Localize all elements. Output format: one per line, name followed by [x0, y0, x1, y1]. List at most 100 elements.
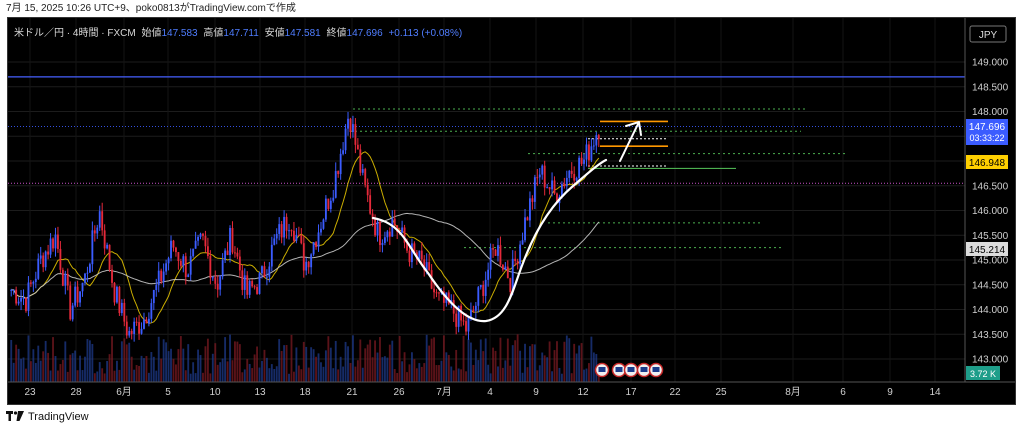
candle-body — [546, 187, 549, 189]
volume-bar — [265, 357, 268, 382]
candle-body — [359, 149, 362, 173]
ma-level-tag: 145.214 — [966, 242, 1008, 256]
volume-bar — [103, 373, 106, 382]
volume-bar — [275, 366, 278, 382]
time-tick-label: 5 — [165, 387, 171, 398]
volume-bar — [386, 357, 389, 382]
candle-body — [492, 248, 494, 250]
candle-body — [189, 256, 192, 275]
volume-bar — [538, 365, 541, 382]
candle-body — [20, 297, 22, 302]
candle-body — [27, 282, 30, 311]
volume-bar — [588, 363, 590, 382]
volume-bar — [61, 359, 64, 382]
candle-body — [224, 250, 227, 261]
time-tick-label: 6 — [840, 387, 846, 398]
volume-bar — [484, 338, 487, 382]
candle-body — [585, 144, 588, 160]
candle-body — [236, 252, 239, 257]
volume-bar — [57, 370, 59, 382]
candle-body — [234, 252, 236, 254]
orange-level-tag: 146.948 — [966, 155, 1008, 169]
candle-body — [160, 270, 163, 282]
candle-body — [460, 305, 463, 321]
volume-bar — [379, 337, 381, 382]
candle-body — [54, 234, 57, 249]
candle-body — [256, 287, 258, 294]
volume-bar — [71, 353, 74, 382]
candle-body — [573, 173, 576, 181]
volume-bar — [329, 347, 332, 382]
candle-body — [125, 321, 128, 336]
volume-bar — [229, 334, 231, 382]
candle-body — [221, 260, 224, 277]
volume-bar — [457, 368, 460, 382]
volume-bar — [583, 369, 585, 382]
symbol-label: 米ドル／円 · 4時間 · FXCM — [14, 26, 136, 39]
volume-bar — [531, 344, 534, 382]
volume-bar — [253, 354, 256, 382]
candle-body — [560, 183, 563, 197]
volume-bar — [268, 368, 271, 382]
candle-body — [413, 243, 416, 253]
price-chart[interactable]: 米ドル／円 · 4時間 · FXCM 始値147.583 高値147.711 安… — [8, 18, 1015, 404]
volume-bar — [288, 373, 290, 382]
candle-body — [592, 145, 595, 147]
volume-bar — [10, 339, 13, 382]
volume-bar — [364, 348, 367, 382]
candle-body — [96, 227, 99, 234]
volume-bar — [199, 355, 202, 382]
volume-bar — [184, 370, 187, 382]
volume-bar — [425, 334, 428, 382]
volume-bar — [221, 358, 224, 382]
volume-bar — [84, 356, 86, 382]
volume-bar — [133, 369, 136, 382]
candle-body — [172, 240, 175, 248]
candle-body — [243, 275, 246, 290]
candle-body — [531, 198, 534, 202]
volume-bar — [202, 372, 204, 382]
us-flag-icon — [615, 367, 623, 372]
candle-body — [108, 244, 111, 270]
volume-bar — [150, 352, 153, 382]
change-value: +0.113 (+0.08%) — [388, 28, 462, 39]
volume-bar — [248, 363, 251, 382]
volume-bar — [278, 339, 281, 382]
time-tick-label: 23 — [24, 387, 36, 398]
volume-bar — [497, 366, 499, 382]
candle-body — [206, 246, 209, 257]
us-flag-icon — [627, 367, 635, 372]
volume-bar — [66, 371, 69, 382]
candle-body — [403, 227, 406, 243]
time-tick-label: 6月 — [116, 386, 132, 398]
volume-bar — [347, 346, 349, 382]
candle-body — [489, 248, 492, 270]
low-value: 147.581 — [285, 28, 322, 39]
volume-bar — [167, 351, 170, 382]
candle-body — [551, 180, 553, 190]
candle-body — [305, 261, 308, 271]
volume-bar — [406, 372, 408, 382]
price-tick-label: 145.500 — [972, 231, 1009, 242]
volume-bar — [546, 357, 549, 382]
candle-body — [536, 177, 539, 179]
candle-body — [187, 274, 190, 278]
high-label: 高値 — [203, 26, 223, 39]
volume-bar — [563, 341, 566, 382]
candle-body — [147, 318, 150, 324]
volume-bar — [179, 336, 182, 382]
volume-bar — [187, 344, 190, 382]
candle-body — [563, 183, 566, 187]
currency-button[interactable] — [969, 25, 1007, 43]
candle-body — [452, 300, 455, 314]
volume-bar — [125, 344, 128, 382]
volume-bar — [526, 367, 529, 382]
candle-body — [275, 233, 278, 239]
countdown-value: 03:33:22 — [969, 133, 1004, 143]
candle-body — [270, 244, 273, 267]
candle-body — [320, 228, 322, 233]
volume-bar — [590, 336, 593, 382]
volume-bar — [118, 369, 121, 382]
volume-bar — [152, 356, 155, 382]
candle-body — [197, 236, 199, 241]
